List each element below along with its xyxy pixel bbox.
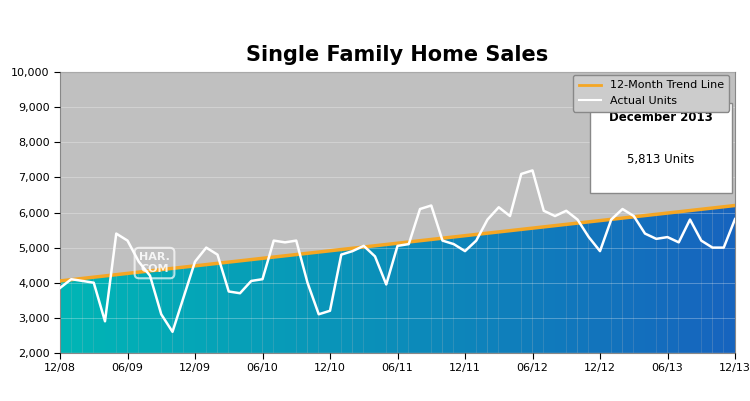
Polygon shape (442, 237, 454, 353)
Polygon shape (285, 255, 296, 353)
FancyBboxPatch shape (590, 103, 731, 193)
Polygon shape (409, 241, 420, 353)
Polygon shape (488, 232, 499, 353)
Polygon shape (330, 249, 341, 353)
Polygon shape (262, 257, 274, 353)
Polygon shape (139, 271, 150, 353)
Polygon shape (172, 267, 184, 353)
Polygon shape (195, 265, 206, 353)
Polygon shape (634, 216, 645, 353)
Polygon shape (712, 207, 724, 353)
Polygon shape (375, 245, 386, 353)
Polygon shape (352, 247, 364, 353)
Polygon shape (296, 253, 307, 353)
Polygon shape (724, 206, 735, 353)
Polygon shape (555, 225, 566, 353)
Polygon shape (184, 266, 195, 353)
Polygon shape (566, 223, 578, 353)
Polygon shape (386, 243, 398, 353)
Text: December 2013: December 2013 (609, 111, 712, 124)
Polygon shape (71, 278, 82, 353)
Polygon shape (656, 213, 668, 353)
Polygon shape (150, 269, 161, 353)
Polygon shape (364, 246, 375, 353)
Polygon shape (341, 248, 352, 353)
Polygon shape (105, 275, 116, 353)
Polygon shape (116, 273, 128, 353)
Polygon shape (82, 277, 94, 353)
Polygon shape (499, 231, 510, 353)
Polygon shape (240, 259, 251, 353)
Polygon shape (60, 279, 71, 353)
Polygon shape (645, 214, 656, 353)
Polygon shape (308, 252, 319, 353)
Polygon shape (510, 229, 521, 353)
Polygon shape (544, 226, 555, 353)
Polygon shape (274, 256, 285, 353)
Polygon shape (476, 233, 488, 353)
Polygon shape (690, 209, 701, 353)
Polygon shape (589, 221, 600, 353)
Polygon shape (611, 218, 622, 353)
Polygon shape (431, 238, 442, 353)
Polygon shape (161, 268, 172, 353)
Polygon shape (578, 222, 589, 353)
Polygon shape (217, 262, 229, 353)
Title: Single Family Home Sales: Single Family Home Sales (246, 45, 548, 65)
Polygon shape (319, 251, 330, 353)
Polygon shape (465, 235, 476, 353)
Polygon shape (206, 263, 218, 353)
Polygon shape (600, 219, 611, 353)
Polygon shape (229, 261, 240, 353)
Legend: 12-Month Trend Line, Actual Units: 12-Month Trend Line, Actual Units (573, 75, 730, 111)
Polygon shape (668, 212, 679, 353)
Polygon shape (521, 228, 532, 353)
Text: HAR.
COM: HAR. COM (139, 252, 170, 274)
Polygon shape (251, 258, 262, 353)
Polygon shape (532, 227, 544, 353)
Text: 5,813 Units: 5,813 Units (627, 153, 694, 166)
Polygon shape (398, 242, 409, 353)
Polygon shape (622, 217, 634, 353)
Polygon shape (128, 272, 139, 353)
Polygon shape (679, 211, 690, 353)
Polygon shape (701, 208, 712, 353)
Polygon shape (420, 239, 431, 353)
Polygon shape (454, 236, 465, 353)
Polygon shape (94, 276, 105, 353)
